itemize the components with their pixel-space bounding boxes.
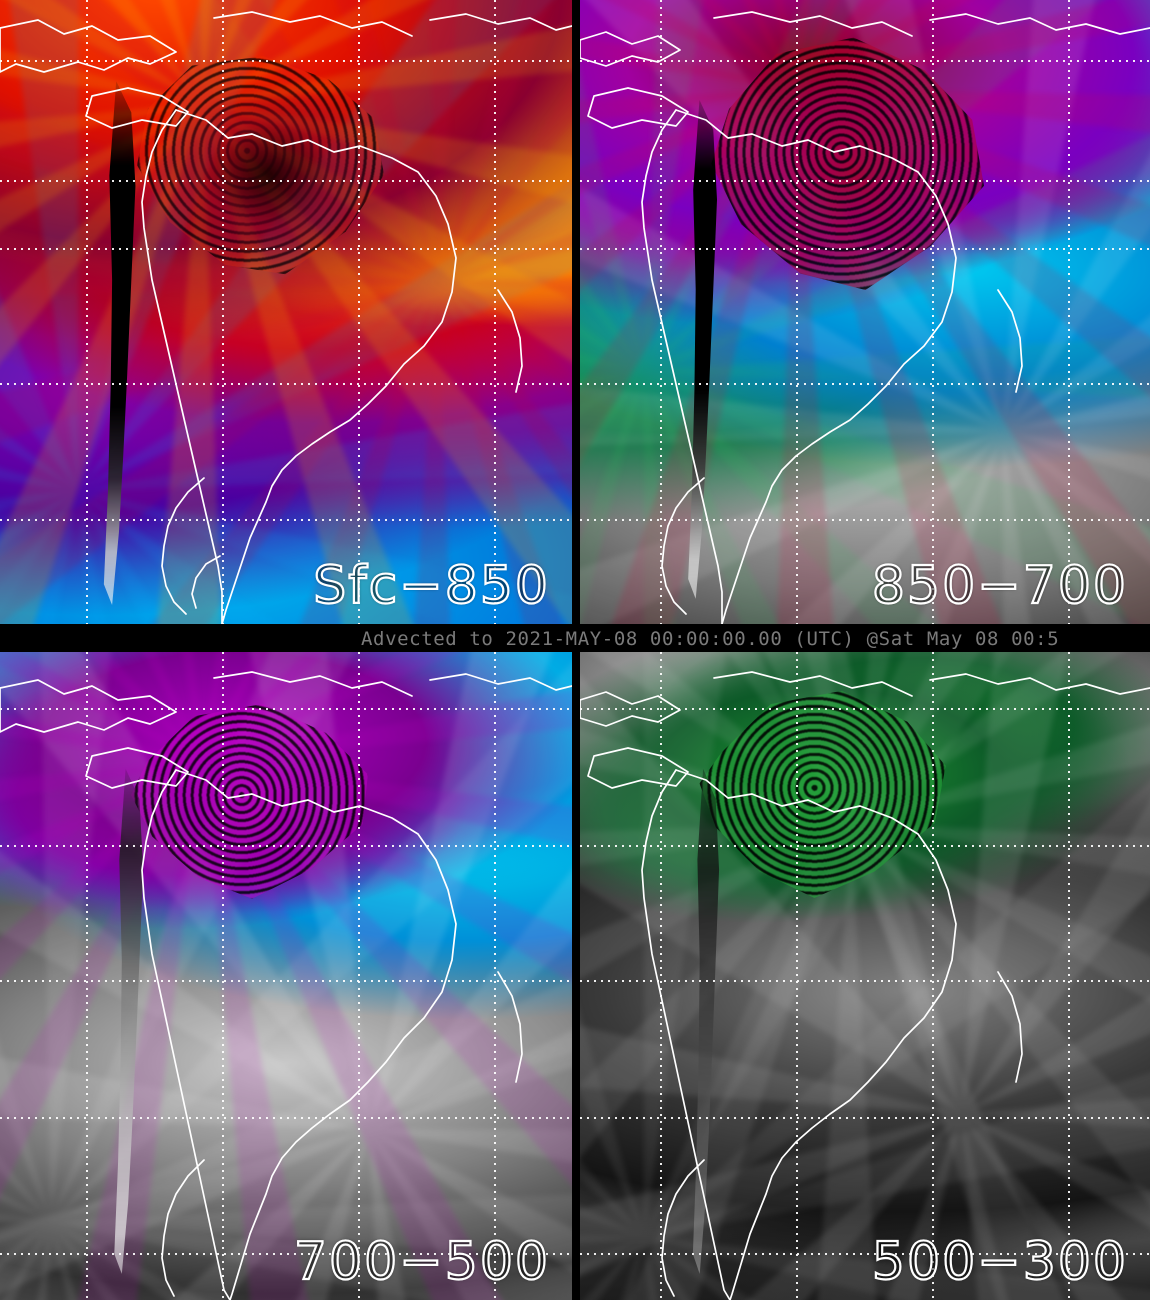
timestamp-text: Advected to 2021-MAY-08 00:00:00.00 (UTC… xyxy=(361,628,1060,650)
moisture-field-850-700 xyxy=(580,0,1150,624)
timestamp-banner: Advected to 2021-MAY-08 00:00:00.00 (UTC… xyxy=(361,628,1150,650)
panel-label-sfc-850: Sfc−850 xyxy=(312,555,550,617)
moisture-field-sfc-850 xyxy=(0,0,572,624)
panel-label-500-300: 500−300 xyxy=(871,1231,1128,1293)
panel-label-700-500: 700−500 xyxy=(293,1231,550,1293)
panel-sfc-850[interactable]: Sfc−850 xyxy=(0,0,572,624)
panel-500-300[interactable]: 500−300 xyxy=(580,652,1150,1300)
panel-label-850-700: 850−700 xyxy=(871,555,1128,617)
moisture-field-500-300 xyxy=(580,652,1150,1300)
panel-850-700[interactable]: 850−700 xyxy=(580,0,1150,624)
moisture-field-700-500 xyxy=(0,652,572,1300)
panel-700-500[interactable]: 700−500 xyxy=(0,652,572,1300)
